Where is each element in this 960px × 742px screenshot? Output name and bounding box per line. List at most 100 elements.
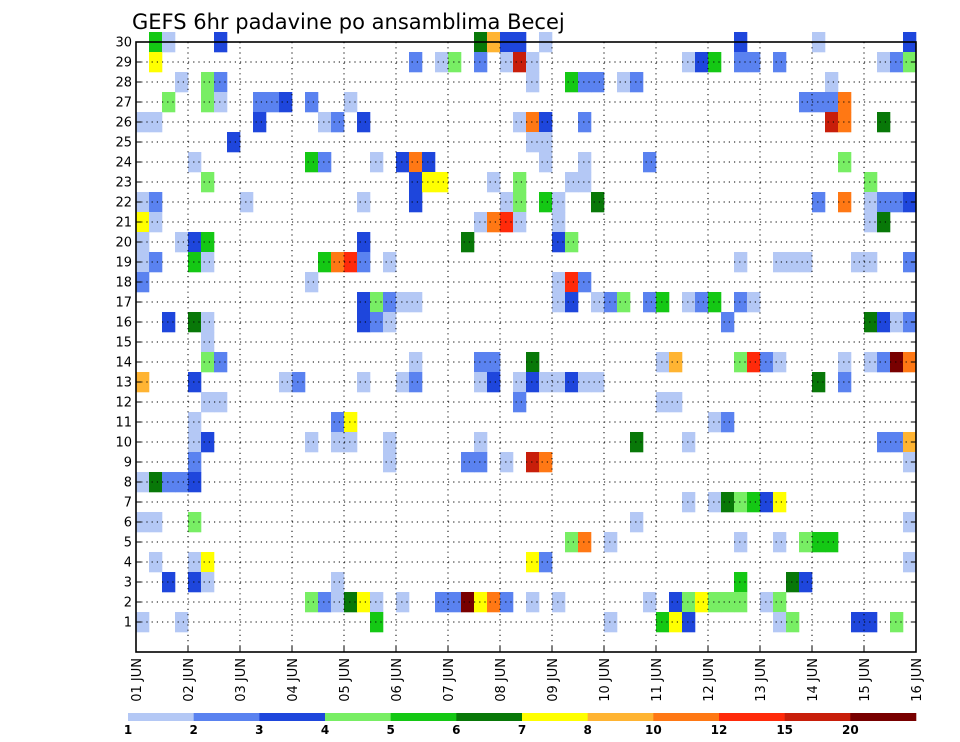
heatmap-cell [552, 292, 566, 313]
heatmap-cell [461, 592, 475, 613]
heatmap-cell [760, 492, 774, 513]
colorbar-swatch [390, 713, 457, 721]
heatmap-cell [565, 72, 579, 93]
colorbar-swatch [456, 713, 523, 721]
heatmap-cell [864, 172, 878, 193]
heatmap-cell [188, 432, 202, 453]
heatmap-cell [188, 152, 202, 173]
heatmap-cell [409, 372, 423, 393]
heatmap-cell [526, 452, 540, 473]
heatmap-cell [669, 352, 683, 373]
heatmap-cell [864, 352, 878, 373]
heatmap-cell [188, 572, 202, 593]
heatmap-cell [838, 92, 852, 113]
heatmap-cell [721, 312, 735, 333]
y-tick-label: 26 [115, 116, 132, 131]
heatmap-cell [747, 52, 761, 73]
heatmap-cell [370, 592, 384, 613]
heatmap-cell [734, 52, 748, 73]
heatmap-cell [591, 292, 605, 313]
heatmap-cell [435, 172, 449, 193]
heatmap-cell [201, 312, 215, 333]
colorbar-label: 10 [645, 723, 662, 737]
heatmap-cell [565, 292, 579, 313]
heatmap-cell [591, 372, 605, 393]
heatmap-cell [539, 132, 553, 153]
heatmap-cell [773, 252, 787, 273]
heatmap-cell [578, 272, 592, 293]
heatmap-cell [877, 432, 891, 453]
y-tick-label: 29 [115, 56, 132, 71]
heatmap-cell [526, 592, 540, 613]
heatmap-cells [136, 32, 917, 633]
heatmap-cell [734, 292, 748, 313]
heatmap-cell [136, 112, 150, 133]
heatmap-cell [149, 192, 163, 213]
heatmap-cell [747, 352, 761, 373]
y-tick-label: 10 [115, 436, 132, 451]
heatmap-cell [786, 612, 800, 633]
heatmap-cell [162, 312, 176, 333]
heatmap-cell [136, 272, 150, 293]
heatmap-cell [279, 372, 293, 393]
heatmap-cell [162, 92, 176, 113]
heatmap-cell [526, 352, 540, 373]
heatmap-cell [149, 52, 163, 73]
x-tick-label: 06 JUN [390, 658, 405, 702]
x-tick-label: 02 JUN [182, 658, 197, 702]
heatmap-cell [474, 212, 488, 233]
colorbar-label: 7 [518, 723, 526, 737]
y-tick-label: 6 [124, 516, 132, 531]
x-tick-label: 14 JUN [806, 658, 821, 702]
heatmap-cell [149, 472, 163, 493]
heatmap-cell [331, 252, 345, 273]
y-tick-label: 8 [124, 476, 132, 491]
heatmap-cell [838, 352, 852, 373]
heatmap-cell [149, 252, 163, 273]
heatmap-cell [513, 392, 527, 413]
heatmap-cell [357, 252, 371, 273]
x-tick-label: 16 JUN [910, 658, 925, 702]
heatmap-cell [877, 112, 891, 133]
heatmap-cell [903, 452, 917, 473]
y-tick-label: 2 [124, 596, 132, 611]
heatmap-cell [630, 432, 644, 453]
heatmap-cell [201, 72, 215, 93]
heatmap-cell [318, 592, 332, 613]
x-tick-label: 10 JUN [598, 658, 613, 702]
heatmap-cell [734, 492, 748, 513]
heatmap-cell [305, 272, 319, 293]
heatmap-cell [812, 92, 826, 113]
heatmap-cell [630, 512, 644, 533]
colorbar-swatch [522, 713, 588, 721]
heatmap-cell [799, 532, 813, 553]
heatmap-cell [357, 292, 371, 313]
heatmap-cell [344, 432, 358, 453]
heatmap-cell [344, 92, 358, 113]
heatmap-cell [500, 452, 514, 473]
heatmap-cell [552, 372, 566, 393]
heatmap-cell [188, 472, 202, 493]
heatmap-cell [877, 192, 891, 213]
heatmap-cell [149, 512, 163, 533]
heatmap-cell [136, 372, 150, 393]
heatmap-cell [201, 572, 215, 593]
heatmap-cell [721, 492, 735, 513]
heatmap-cell [773, 612, 787, 633]
heatmap-cell [396, 372, 410, 393]
colorbar-swatch [784, 713, 851, 721]
heatmap-cell [552, 232, 566, 253]
heatmap-cell [903, 552, 917, 573]
heatmap-cell [370, 612, 384, 633]
heatmap-cell [201, 392, 215, 413]
heatmap-cell [617, 72, 631, 93]
heatmap-cell [747, 292, 761, 313]
heatmap-cell [331, 572, 345, 593]
colorbar-label: 12 [711, 723, 728, 737]
heatmap-cell [305, 432, 319, 453]
heatmap-cell [760, 352, 774, 373]
heatmap-cell [136, 192, 150, 213]
y-tick-label: 7 [124, 496, 132, 511]
colorbar-label: 15 [776, 723, 793, 737]
